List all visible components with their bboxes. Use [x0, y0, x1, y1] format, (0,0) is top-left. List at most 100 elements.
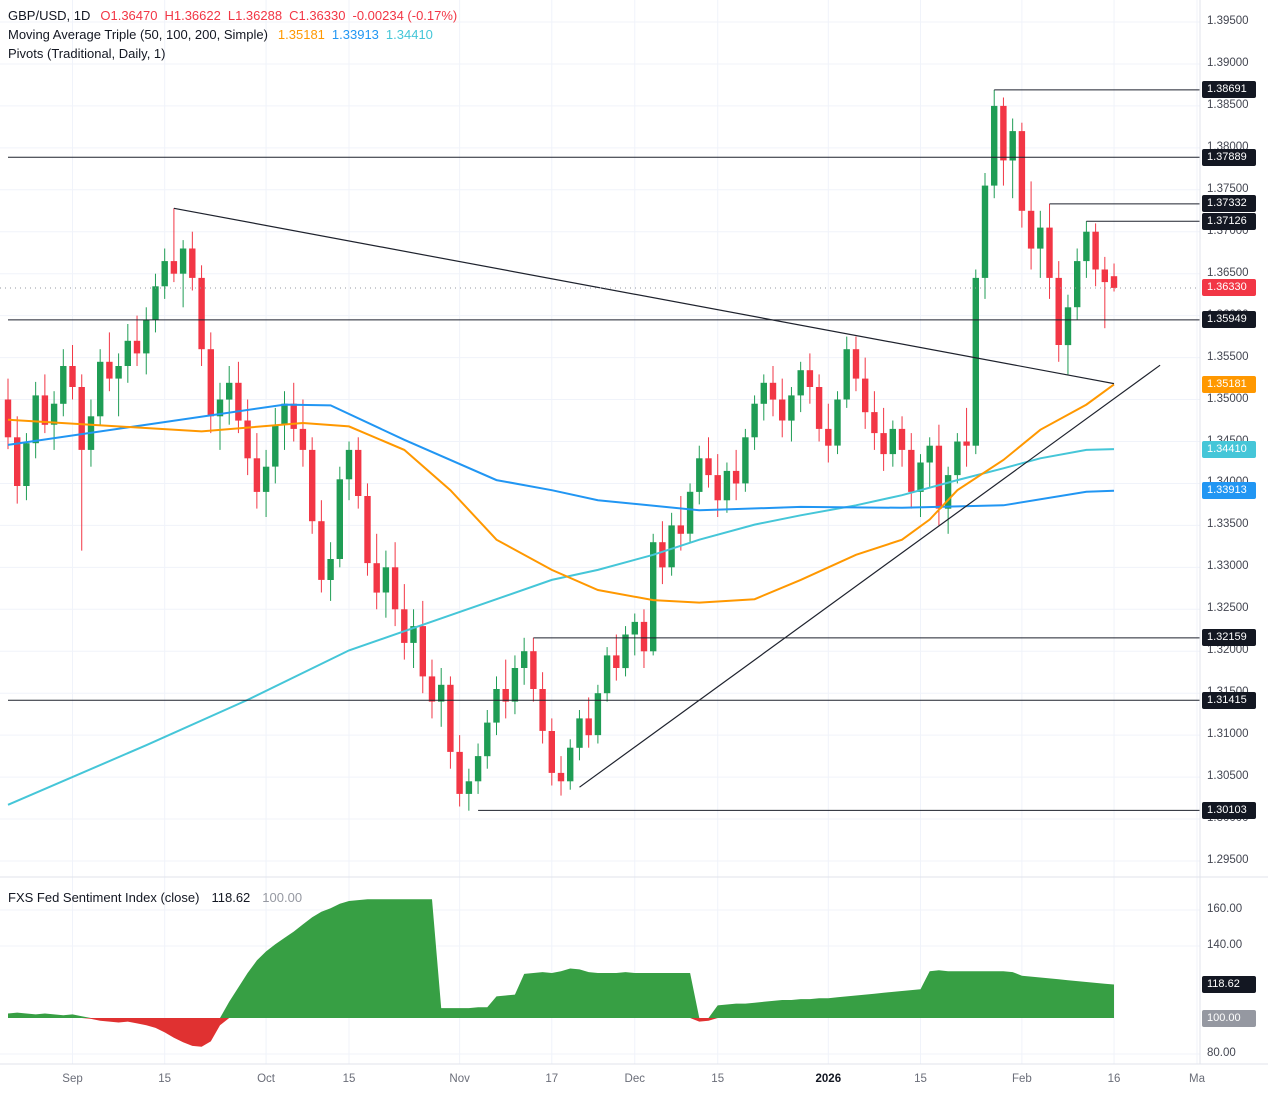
candle[interactable]: [539, 672, 546, 744]
candle[interactable]: [576, 710, 583, 761]
candle[interactable]: [272, 407, 279, 484]
candle[interactable]: [1046, 203, 1053, 299]
candle[interactable]: [299, 399, 307, 467]
candle[interactable]: [152, 273, 159, 333]
candle[interactable]: [797, 361, 804, 413]
candle[interactable]: [32, 381, 39, 459]
candle[interactable]: [50, 391, 58, 450]
candle[interactable]: [751, 395, 758, 450]
candle[interactable]: [493, 676, 500, 736]
candle[interactable]: [179, 240, 187, 308]
candle[interactable]: [336, 466, 343, 568]
candle[interactable]: [686, 483, 694, 543]
candle[interactable]: [281, 391, 288, 450]
candle[interactable]: [1083, 221, 1090, 278]
candle[interactable]: [428, 659, 436, 719]
candle[interactable]: [373, 533, 380, 610]
ma50-line[interactable]: [7, 383, 1115, 604]
candle[interactable]: [963, 407, 970, 467]
candle[interactable]: [603, 647, 611, 702]
ma200-line[interactable]: [7, 448, 1115, 806]
candle[interactable]: [908, 433, 915, 509]
candles-layer[interactable]: [4, 89, 1118, 811]
candle[interactable]: [622, 626, 629, 677]
candle[interactable]: [235, 361, 242, 434]
candle[interactable]: [106, 332, 113, 392]
candle[interactable]: [465, 768, 473, 811]
candle[interactable]: [410, 609, 417, 668]
candle[interactable]: [926, 437, 933, 488]
candle[interactable]: [880, 407, 887, 471]
candle[interactable]: [548, 718, 555, 786]
candle[interactable]: [207, 332, 214, 434]
candle[interactable]: [825, 403, 832, 463]
candle[interactable]: [60, 349, 67, 417]
candle[interactable]: [253, 433, 261, 509]
trendlines-layer[interactable]: [173, 207, 1161, 788]
candle[interactable]: [391, 542, 399, 627]
candle[interactable]: [198, 265, 205, 366]
candle[interactable]: [69, 345, 76, 400]
candle[interactable]: [1074, 248, 1081, 320]
candle[interactable]: [889, 420, 896, 467]
candle[interactable]: [97, 349, 104, 425]
candle[interactable]: [843, 336, 850, 408]
candle[interactable]: [594, 684, 602, 744]
candle[interactable]: [1009, 118, 1016, 199]
candle[interactable]: [345, 441, 353, 501]
candle[interactable]: [677, 496, 684, 551]
candle[interactable]: [419, 600, 426, 694]
candle[interactable]: [327, 542, 334, 601]
candle[interactable]: [382, 550, 390, 618]
candle[interactable]: [170, 208, 178, 283]
candle[interactable]: [14, 416, 21, 504]
candle[interactable]: [585, 697, 592, 748]
candle[interactable]: [723, 462, 731, 513]
candle[interactable]: [1110, 263, 1118, 292]
candle[interactable]: [862, 357, 869, 429]
candle[interactable]: [1037, 210, 1044, 278]
ma100-line[interactable]: [7, 403, 1115, 512]
candle[interactable]: [216, 382, 224, 450]
candle[interactable]: [290, 382, 297, 442]
candle[interactable]: [4, 378, 12, 450]
candle[interactable]: [954, 433, 961, 484]
candle[interactable]: [23, 433, 30, 501]
candle[interactable]: [640, 609, 648, 668]
candle[interactable]: [447, 676, 454, 769]
candle[interactable]: [401, 584, 408, 660]
symbol-title[interactable]: GBP/USD, 1D: [8, 8, 91, 23]
candle[interactable]: [143, 307, 150, 375]
candle[interactable]: [714, 454, 721, 517]
candle[interactable]: [631, 613, 638, 656]
time-axis[interactable]: Sep 15 Oct 15 Nov 17 Dec 15 2026 15 Feb 16 Ma: [0, 1065, 1268, 1095]
candle[interactable]: [502, 659, 509, 719]
candle[interactable]: [262, 449, 270, 517]
candle[interactable]: [226, 366, 233, 425]
candle[interactable]: [364, 483, 371, 576]
candle[interactable]: [355, 437, 362, 509]
candle[interactable]: [1101, 256, 1108, 329]
candle[interactable]: [530, 637, 537, 702]
candle[interactable]: [779, 378, 786, 438]
candle[interactable]: [1027, 181, 1035, 270]
candle[interactable]: [834, 391, 841, 455]
candle[interactable]: [1000, 97, 1007, 186]
candle[interactable]: [438, 668, 445, 727]
candle[interactable]: [852, 336, 860, 392]
candle[interactable]: [668, 512, 675, 576]
candle[interactable]: [613, 634, 620, 681]
candle[interactable]: [161, 248, 168, 299]
candle[interactable]: [474, 743, 482, 794]
candle[interactable]: [769, 366, 777, 417]
candle[interactable]: [650, 533, 657, 656]
candle[interactable]: [972, 269, 979, 455]
candle[interactable]: [1018, 122, 1026, 228]
candle[interactable]: [981, 173, 989, 299]
candle[interactable]: [788, 387, 795, 442]
candle[interactable]: [511, 655, 519, 715]
candle[interactable]: [871, 391, 878, 450]
candle[interactable]: [806, 353, 814, 404]
candle[interactable]: [991, 89, 998, 199]
